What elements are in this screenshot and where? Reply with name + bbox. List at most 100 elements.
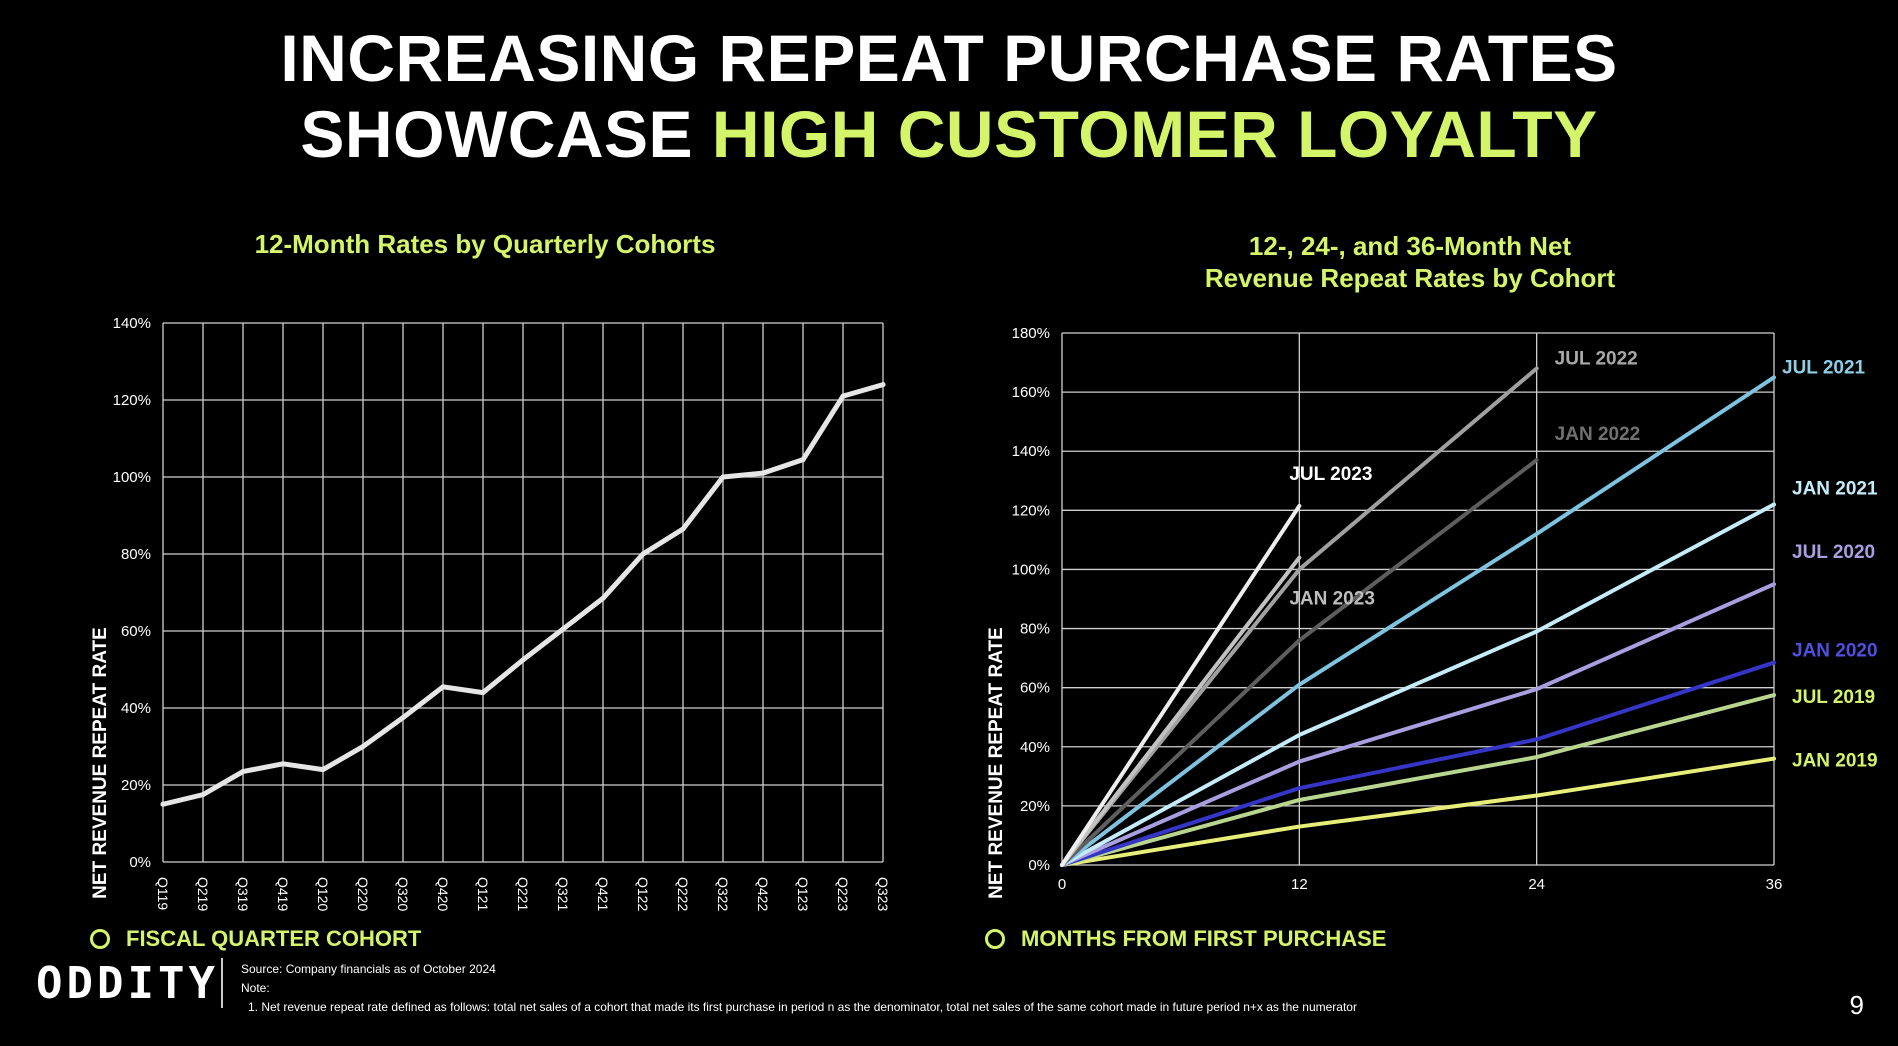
circle-marker-icon [985, 929, 1005, 949]
right-x-axis-legend: MONTHS FROM FIRST PURCHASE [985, 926, 1386, 952]
left-x-tick-label: Q119 [155, 877, 171, 910]
left-data-point [880, 382, 886, 388]
right-series-label: JAN 2023 [1289, 589, 1375, 610]
left-x-tick-label: Q121 [475, 877, 491, 911]
left-data-point [400, 715, 406, 721]
right-series-line-jul-2023 [1060, 503, 1302, 867]
left-x-tick-label: Q221 [515, 877, 531, 911]
left-x-tick-label: Q120 [315, 877, 331, 911]
left-data-point [680, 526, 686, 532]
right-series-label: JUL 2023 [1289, 464, 1372, 485]
left-data-point [520, 657, 526, 663]
left-x-tick-label: Q222 [675, 877, 691, 911]
right-y-tick-label: 180% [1012, 325, 1050, 342]
left-y-tick-label: 80% [121, 546, 151, 563]
left-x-tick-label: Q420 [435, 877, 451, 911]
right-series-label: JAN 2020 [1792, 641, 1878, 662]
left-data-point [440, 684, 446, 690]
right-series-label: JUL 2019 [1792, 687, 1875, 708]
left-x-axis-legend: FISCAL QUARTER COHORT [90, 926, 421, 952]
left-data-point [720, 474, 726, 480]
page-title-line2: SHOWCASE HIGH CUSTOMER LOYALTY [0, 96, 1898, 172]
right-x-tick-label: 12 [1291, 876, 1308, 893]
circle-marker-icon [90, 929, 110, 949]
left-data-point [320, 767, 326, 773]
left-x-tick-label: Q421 [595, 877, 611, 911]
left-data-point [280, 761, 286, 767]
oddity-logo: ODDITY [36, 958, 219, 1009]
page-title-line1: INCREASING REPEAT PURCHASE RATES [280, 21, 1618, 95]
right-chart-title-line2: Revenue Repeat Rates by Cohort [1204, 263, 1616, 293]
right-y-tick-label: 120% [1012, 502, 1050, 519]
right-series-line-jan-2019 [1060, 756, 1776, 867]
left-y-tick-label: 120% [113, 392, 151, 409]
left-x-tick-label: Q219 [195, 877, 211, 911]
right-y-tick-label: 140% [1012, 443, 1050, 460]
left-x-tick-label: Q422 [755, 877, 771, 911]
left-data-point [560, 626, 566, 632]
footer-source: Source: Company financials as of October… [241, 962, 496, 976]
left-x-tick-label: Q223 [835, 877, 851, 911]
right-x-axis-legend-label: MONTHS FROM FIRST PURCHASE [1021, 926, 1387, 951]
right-chart-title-line1: 12-, 24-, and 36-Month Net [1248, 231, 1572, 261]
right-y-tick-label: 60% [1020, 680, 1050, 697]
page-title-white: SHOWCASE [300, 97, 694, 171]
left-y-tick-label: 100% [113, 469, 151, 486]
left-y-tick-label: 0% [129, 854, 151, 871]
right-series-line-jul-2019 [1060, 693, 1776, 867]
right-series-label: JUL 2021 [1782, 357, 1866, 378]
left-data-point [200, 792, 206, 798]
right-series-label: JAN 2021 [1792, 478, 1878, 499]
right-series-line-jul-2021 [1060, 375, 1776, 867]
footer-note-label: Note: [241, 981, 270, 995]
right-series-label: JAN 2019 [1792, 751, 1878, 772]
left-data-point [840, 393, 846, 399]
left-x-tick-label: Q320 [395, 877, 411, 911]
right-series-label: JAN 2022 [1555, 424, 1641, 445]
right-series-line-jan-2020 [1060, 660, 1776, 867]
left-data-point [800, 457, 806, 463]
left-data-point [600, 595, 606, 601]
footer-note-1: 1. Net revenue repeat rate defined as fo… [248, 1000, 1357, 1014]
footer-divider [221, 958, 223, 1008]
right-series-line-jul-2020 [1060, 582, 1776, 867]
left-x-tick-label: Q122 [635, 877, 651, 911]
left-y-tick-label: 60% [121, 623, 151, 640]
left-x-tick-label: Q323 [875, 877, 891, 911]
left-y-axis-title: NET REVENUE REPEAT RATE [90, 627, 111, 899]
left-data-point [640, 551, 646, 557]
right-series-line-jan-2022 [1060, 458, 1539, 867]
left-x-axis-legend-label: FISCAL QUARTER COHORT [126, 926, 422, 951]
right-series-label: JUL 2022 [1555, 348, 1638, 369]
left-x-tick-label: Q123 [795, 877, 811, 911]
left-y-tick-label: 140% [113, 315, 151, 332]
right-y-tick-label: 80% [1020, 621, 1050, 638]
left-x-tick-label: Q319 [235, 877, 251, 911]
left-x-tick-label: Q322 [715, 877, 731, 911]
left-chart-title: 12-Month Rates by Quarterly Cohorts [254, 229, 716, 259]
right-series-line-jan-2023 [1060, 555, 1302, 867]
left-x-tick-label: Q419 [275, 877, 291, 911]
page-title-accent: HIGH CUSTOMER LOYALTY [711, 97, 1598, 171]
left-y-tick-label: 20% [121, 777, 151, 794]
right-y-tick-label: 0% [1028, 857, 1050, 874]
left-data-point [160, 801, 166, 807]
left-x-tick-label: Q321 [555, 877, 571, 911]
left-data-point [360, 744, 366, 749]
right-y-tick-label: 160% [1012, 384, 1050, 401]
right-series-line-jul-2022 [1060, 366, 1539, 867]
right-x-tick-label: 0 [1058, 876, 1066, 893]
left-data-point [760, 470, 766, 476]
page-number: 9 [1849, 990, 1864, 1020]
right-x-tick-label: 36 [1766, 876, 1783, 893]
right-y-tick-label: 20% [1020, 798, 1050, 815]
right-chart-title: 12-, 24-, and 36-Month Net Revenue Repea… [1090, 230, 1730, 294]
right-x-tick-label: 24 [1528, 876, 1545, 893]
right-y-tick-label: 100% [1012, 561, 1050, 578]
right-y-axis-title: NET REVENUE REPEAT RATE [986, 627, 1007, 899]
left-data-point [240, 769, 246, 775]
right-y-tick-label: 40% [1020, 739, 1050, 756]
right-series-label: JUL 2020 [1792, 542, 1875, 563]
right-series-line-jan-2021 [1060, 502, 1776, 867]
